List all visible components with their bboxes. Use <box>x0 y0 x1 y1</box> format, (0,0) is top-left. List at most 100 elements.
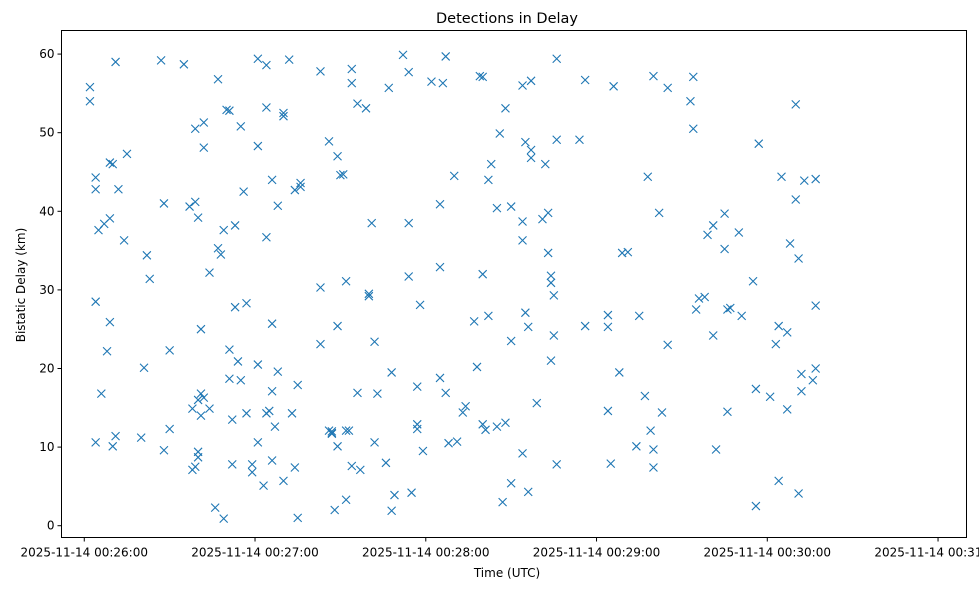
data-point <box>407 488 416 498</box>
data-point <box>435 373 445 383</box>
data-point <box>435 262 445 272</box>
data-point <box>469 316 479 326</box>
data-point <box>520 308 530 318</box>
data-point <box>771 339 781 349</box>
data-point <box>580 75 590 85</box>
data-point <box>794 254 803 263</box>
data-point <box>782 327 792 337</box>
data-point <box>492 203 502 213</box>
data-point <box>688 72 698 82</box>
data-point <box>649 463 658 472</box>
data-point <box>623 247 633 257</box>
data-point <box>663 83 673 93</box>
data-point <box>333 151 342 161</box>
data-point <box>526 76 536 86</box>
data-point <box>290 463 300 472</box>
x-tick-label: 2025-11-14 00:30:00 <box>704 546 831 560</box>
data-point <box>481 425 490 435</box>
data-point <box>179 59 189 69</box>
data-point <box>267 386 277 396</box>
data-point <box>640 391 650 401</box>
data-point <box>543 208 553 218</box>
data-point <box>720 244 729 254</box>
x-tick-label: 2025-11-14 00:26:00 <box>21 546 148 560</box>
data-point <box>287 408 297 418</box>
y-tick-label: 0 <box>47 519 55 533</box>
data-point <box>236 375 246 385</box>
data-point <box>361 103 371 113</box>
data-point <box>791 99 801 109</box>
data-point <box>720 209 729 219</box>
y-axis-title: Bistatic Delay (km) <box>14 228 28 343</box>
data-point <box>518 81 527 90</box>
data-point <box>649 71 658 81</box>
data-point <box>91 437 101 447</box>
x-tick-label: 2025-11-14 00:31:00 <box>874 546 979 560</box>
data-point <box>230 221 240 230</box>
data-point <box>273 201 283 211</box>
data-point <box>353 388 362 398</box>
data-point <box>364 291 374 301</box>
data-point <box>165 424 175 434</box>
data-point <box>190 124 200 134</box>
data-point <box>785 239 795 248</box>
data-point <box>159 445 169 455</box>
data-point <box>108 441 118 451</box>
data-point <box>293 513 303 523</box>
data-point <box>324 136 334 146</box>
data-point <box>483 175 493 185</box>
data-point <box>145 274 155 284</box>
data-point <box>333 441 342 451</box>
data-point <box>273 367 283 377</box>
data-point <box>262 60 271 70</box>
data-point <box>193 452 203 462</box>
data-point <box>262 232 271 242</box>
data-point <box>190 462 200 472</box>
data-point <box>723 305 732 314</box>
data-point <box>552 460 562 469</box>
data-point <box>751 384 761 394</box>
data-point <box>751 501 761 511</box>
data-point <box>472 362 482 372</box>
data-point <box>546 271 556 281</box>
chart-title: Detections in Delay <box>436 11 578 27</box>
data-point <box>373 389 382 399</box>
data-point <box>370 437 379 447</box>
data-point <box>526 153 536 163</box>
data-point <box>808 375 818 385</box>
data-point <box>575 135 584 145</box>
data-point <box>495 129 505 138</box>
data-point <box>259 481 268 491</box>
data-point <box>688 124 698 134</box>
y-tick-label: 40 <box>39 204 54 218</box>
data-point <box>412 424 422 434</box>
data-point <box>691 305 701 314</box>
data-point <box>239 187 249 197</box>
data-point <box>199 118 209 127</box>
data-point <box>347 78 357 88</box>
data-point <box>264 406 274 416</box>
data-point <box>205 268 214 277</box>
data-point <box>486 159 496 169</box>
data-point <box>387 368 397 377</box>
data-point <box>546 278 556 288</box>
x-tick-label: 2025-11-14 00:27:00 <box>191 546 318 560</box>
data-point <box>91 184 101 194</box>
data-point <box>227 415 237 424</box>
data-point <box>225 106 234 116</box>
data-point <box>159 199 169 208</box>
x-tick-label: 2025-11-14 00:29:00 <box>533 546 660 560</box>
data-point <box>190 197 200 207</box>
data-point <box>193 395 203 405</box>
data-point <box>606 459 616 469</box>
data-point <box>520 137 530 147</box>
data-point <box>111 431 120 441</box>
data-point <box>546 356 556 366</box>
data-point <box>797 386 806 396</box>
data-point <box>327 426 337 436</box>
data-point <box>649 445 658 454</box>
data-point <box>711 445 721 454</box>
data-point <box>247 460 257 469</box>
